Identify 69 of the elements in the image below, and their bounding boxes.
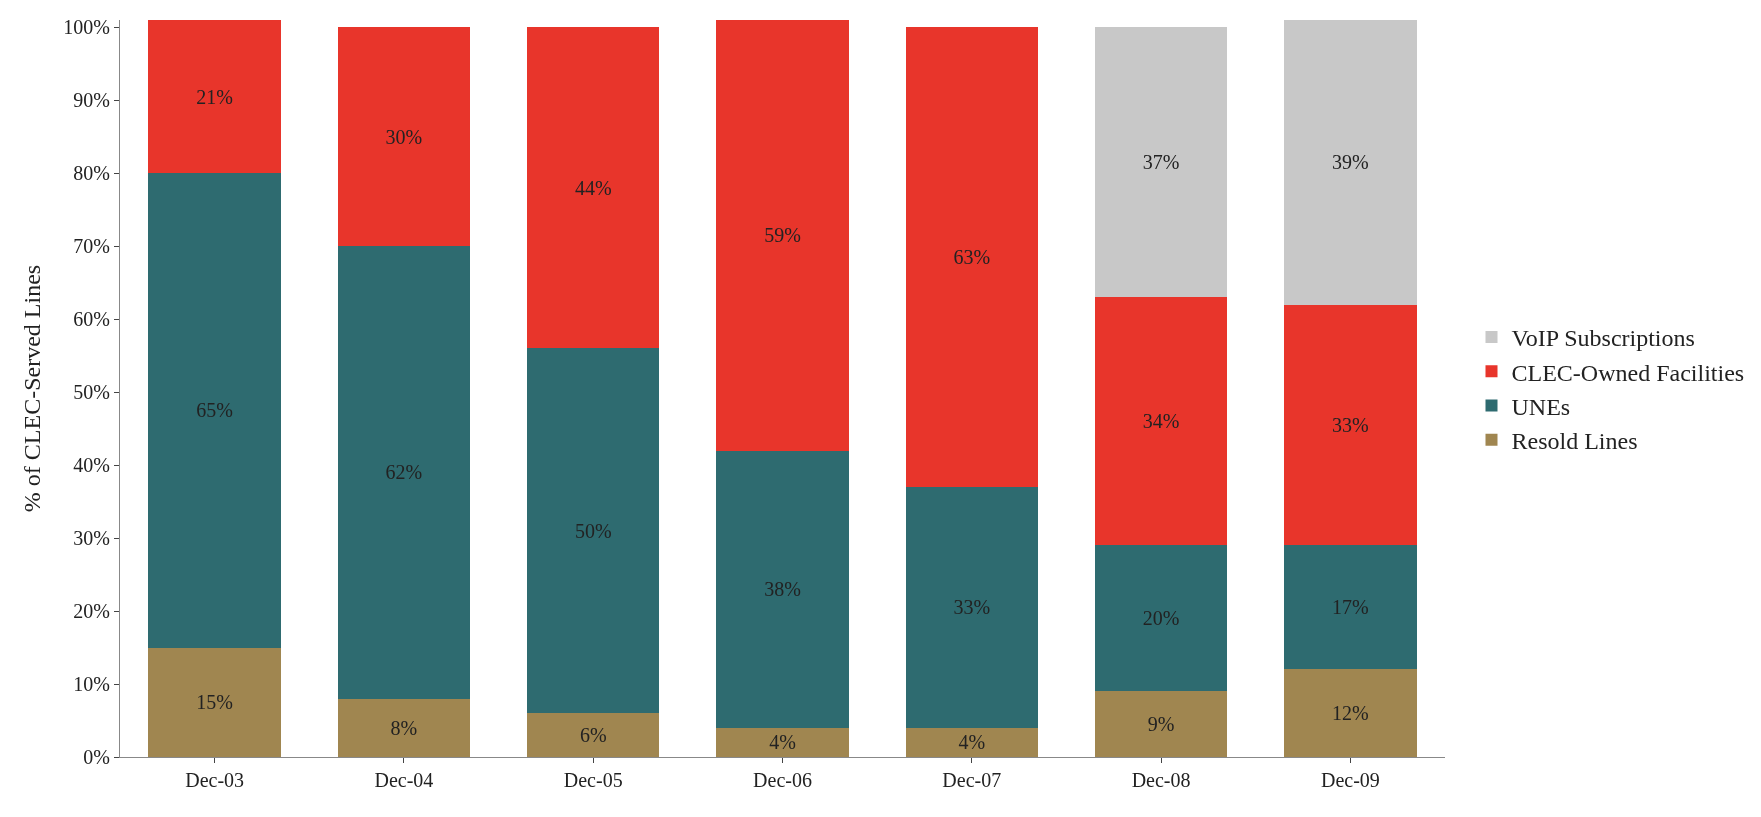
bar [1284,304,1417,546]
data-label: 38% [764,578,801,601]
x-tick-label: Dec-05 [563,769,623,791]
data-label: 63% [953,246,991,269]
data-label: 34% [1142,410,1180,433]
x-tick-label: Dec-07 [942,769,1002,791]
bar [337,27,471,247]
y-axis-title: % of CLEC-Served Lines [19,264,46,513]
data-label: 4% [958,731,986,754]
x-tick-label: Dec-06 [753,769,812,791]
bar [905,727,1039,757]
y-tick-label: 100% [63,16,110,39]
bar [526,348,660,714]
y-tick-label: 90% [73,89,110,112]
x-tick-label: Dec-03 [185,769,245,791]
legend-label: CLEC-Owned Facilities [1511,359,1745,386]
bar [716,727,849,757]
data-label: 39% [1332,151,1369,174]
data-label: 17% [1332,596,1369,619]
bar [337,698,471,757]
y-tick-label: 40% [73,454,110,477]
bar [1094,691,1228,757]
data-label: 4% [769,731,796,754]
data-label: 59% [764,224,801,247]
y-tick-label: 50% [73,381,110,404]
data-label: 65% [196,399,233,422]
bar [1094,545,1228,692]
bar [148,173,281,648]
legend-label: Resold Lines [1511,428,1638,455]
data-label: 20% [1142,607,1180,630]
y-tick-label: 10% [73,673,110,696]
bar [716,20,849,451]
x-tick-label: Dec-04 [374,769,434,791]
bar [526,27,660,349]
data-label: 30% [385,125,423,148]
bar [716,450,849,728]
data-label: 33% [1332,413,1369,436]
y-tick-label: 20% [73,600,110,623]
data-label: 21% [196,85,233,108]
data-label: 15% [196,691,233,714]
legend-label: UNEs [1511,393,1571,420]
data-label: 8% [390,716,418,739]
data-label: 50% [574,519,612,542]
y-tick-label: 70% [73,235,110,258]
bar [905,27,1039,488]
bar [1284,20,1417,305]
y-tick-label: 0% [83,746,110,768]
data-label: 6% [579,724,607,747]
y-tick-label: 80% [73,162,110,185]
bar [148,647,281,757]
y-tick-label: 60% [73,308,110,331]
data-label: 37% [1142,151,1180,174]
data-label: 44% [574,176,612,199]
data-label: 62% [385,461,423,484]
bar [337,246,471,699]
data-label: 33% [953,596,991,619]
bar [1284,545,1417,670]
x-tick-label: Dec-08 [1131,769,1191,791]
bar [1284,669,1417,757]
data-label: 9% [1147,713,1175,736]
y-tick-label: 30% [73,527,110,550]
bar [148,20,281,174]
bar [526,713,660,757]
bar [1094,27,1228,298]
x-tick-label: Dec-09 [1320,769,1380,791]
bar [905,487,1039,728]
bar [1094,297,1228,546]
data-label: 12% [1332,702,1369,725]
legend-label: VoIP Subscriptions [1511,325,1695,352]
